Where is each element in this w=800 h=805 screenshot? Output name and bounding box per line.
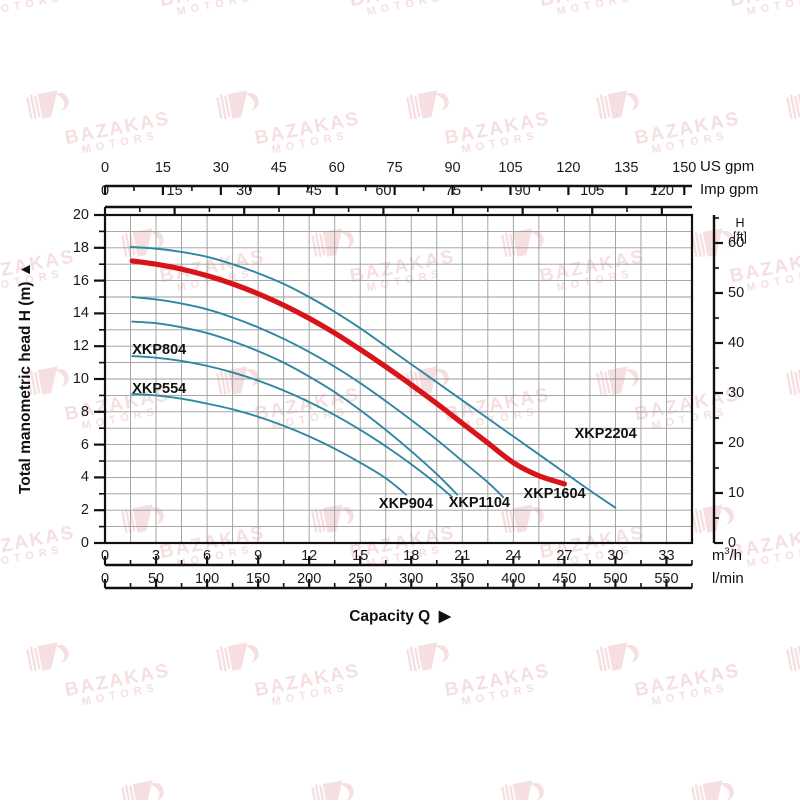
tick-bottom-m3h-15: 15 <box>352 548 369 564</box>
tick-top-imp-15: 15 <box>166 183 183 199</box>
tick-bottom-lmin-200: 200 <box>297 571 322 587</box>
tick-top-us-150: 150 <box>672 160 697 176</box>
tick-bottom-m3h-27: 27 <box>556 548 573 564</box>
curve-label-xkp1604: XKP1604 <box>523 485 586 502</box>
tick-right-ft-40: 40 <box>728 335 745 351</box>
tick-top-us-75: 75 <box>386 160 403 176</box>
curve-xkp554 <box>131 392 408 496</box>
tick-top-us-120: 120 <box>556 160 581 176</box>
top-axis-us-gpm <box>103 184 692 195</box>
top-axis-imp-gpm <box>103 205 692 216</box>
right-axis-ticks <box>712 215 723 545</box>
unit-top-imp-gpm: Imp gpm <box>700 181 759 198</box>
tick-top-imp-90: 90 <box>514 183 531 199</box>
tick-top-imp-0: 0 <box>100 183 110 199</box>
curve-xkp1604 <box>129 258 567 487</box>
tick-top-us-90: 90 <box>444 160 461 176</box>
tick-top-imp-30: 30 <box>236 183 253 199</box>
x-axis-title: Capacity Q ▶ <box>349 608 451 625</box>
curve-label-xkp804: XKP804 <box>132 342 187 359</box>
tick-right-ft-20: 20 <box>728 435 745 451</box>
right-axis-title: H [ft] <box>733 216 747 244</box>
tick-left-m-12: 12 <box>72 338 89 355</box>
tick-bottom-m3h-24: 24 <box>505 548 522 564</box>
tick-top-us-135: 135 <box>614 160 639 176</box>
curve-label-xkp554: XKP554 <box>132 381 187 398</box>
grid-lines <box>104 214 693 544</box>
right-axis-title-ft: [ft] <box>733 230 747 244</box>
tick-bottom-lmin-50: 50 <box>147 571 165 587</box>
tick-bottom-lmin-0: 0 <box>100 571 110 587</box>
tick-bottom-m3h-21: 21 <box>454 548 471 564</box>
tick-left-m-6: 6 <box>80 436 89 453</box>
tick-bottom-lmin-400: 400 <box>501 571 526 587</box>
tick-left-m-0: 0 <box>80 535 89 551</box>
tick-bottom-lmin-450: 450 <box>552 571 577 587</box>
curve-label-xkp2204: XKP2204 <box>574 425 637 442</box>
tick-bottom-m3h-0: 0 <box>100 548 110 564</box>
tick-top-imp-75: 75 <box>444 183 462 199</box>
x-axis-title-text: Capacity Q <box>349 608 431 625</box>
tick-bottom-m3h-9: 9 <box>254 548 263 564</box>
tick-top-us-105: 105 <box>498 160 523 176</box>
y-axis-title: Total manometric head H (m) ▲ <box>17 261 34 495</box>
tick-right-ft-50: 50 <box>728 285 745 301</box>
tick-bottom-lmin-100: 100 <box>194 571 220 587</box>
tick-right-ft-10: 10 <box>728 485 745 501</box>
y-axis-title-text: Total manometric head H (m) <box>17 281 34 495</box>
tick-bottom-m3h-6: 6 <box>203 548 212 564</box>
bottom-axis-lmin <box>103 579 693 590</box>
curve-group <box>129 246 617 509</box>
tick-bottom-m3h-18: 18 <box>403 548 420 564</box>
tick-left-m-14: 14 <box>72 305 89 322</box>
tick-bottom-lmin-150: 150 <box>246 571 271 587</box>
tick-left-m-16: 16 <box>72 272 89 289</box>
tick-right-ft-60: 60 <box>728 235 745 251</box>
tick-top-imp-60: 60 <box>375 183 392 199</box>
tick-right-ft-0: 0 <box>728 535 737 551</box>
tick-left-m-2: 2 <box>80 502 89 519</box>
unit-bottom-m3h: m3/h <box>712 546 743 564</box>
tick-bottom-lmin-550: 550 <box>654 571 679 587</box>
curve-xkp1104 <box>131 296 505 499</box>
tick-left-m-4: 4 <box>80 469 89 486</box>
tick-top-us-45: 45 <box>270 160 287 176</box>
tick-left-m-10: 10 <box>72 371 89 387</box>
tick-bottom-lmin-300: 300 <box>399 571 424 587</box>
tick-top-us-0: 0 <box>100 160 110 176</box>
right-axis-title-h: H <box>735 216 745 230</box>
curve-xkp904 <box>131 320 459 496</box>
curve-label-xkp904: XKP904 <box>378 496 433 513</box>
tick-bottom-lmin-500: 500 <box>603 571 628 587</box>
tick-top-us-30: 30 <box>212 160 229 176</box>
tick-top-imp-120: 120 <box>649 183 674 199</box>
tick-left-m-8: 8 <box>80 403 89 420</box>
tick-top-us-60: 60 <box>328 160 345 176</box>
unit-top-us-gpm: US gpm <box>700 158 755 175</box>
tick-left-m-20: 20 <box>72 207 89 223</box>
tick-top-imp-105: 105 <box>580 183 605 199</box>
tick-bottom-m3h-33: 33 <box>658 548 675 564</box>
curve-label-xkp1104: XKP1104 <box>448 495 510 512</box>
bottom-axis-m3h <box>103 556 693 567</box>
left-axis-ticks <box>94 213 105 545</box>
curve-xkp804 <box>131 355 454 499</box>
tick-bottom-m3h-30: 30 <box>607 548 624 564</box>
tick-bottom-m3h-12: 12 <box>301 548 318 564</box>
tick-bottom-lmin-350: 350 <box>450 571 475 587</box>
tick-top-imp-45: 45 <box>305 183 322 199</box>
tick-left-m-18: 18 <box>72 239 89 256</box>
unit-bottom-lmin: l/min <box>712 570 744 587</box>
tick-bottom-lmin-250: 250 <box>348 571 373 587</box>
tick-right-ft-30: 30 <box>728 385 745 401</box>
curve-xkp2204 <box>129 246 617 509</box>
tick-top-us-15: 15 <box>154 160 171 176</box>
tick-bottom-m3h-3: 3 <box>151 548 161 564</box>
